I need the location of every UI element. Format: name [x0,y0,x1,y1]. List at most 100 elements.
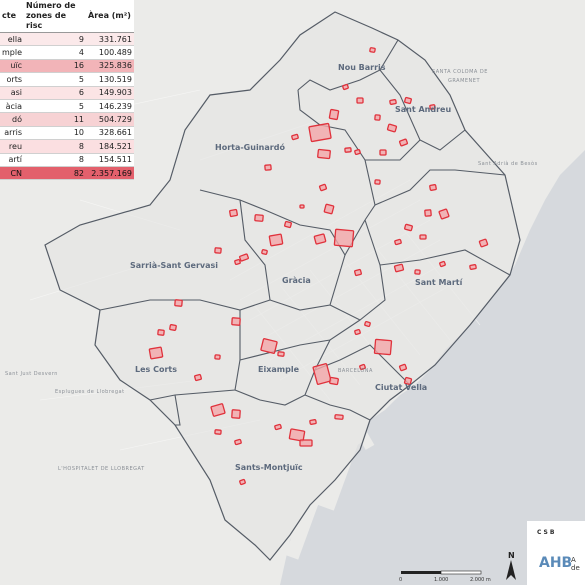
risk-zone [379,149,387,156]
risk-zone [268,233,284,247]
cell-district: àcia [0,99,25,114]
risk-zone [214,354,221,360]
risk-zone [404,223,413,232]
risk-zone [169,324,177,331]
cell-area: 184.521 [86,139,134,154]
district-label-gracia: Gràcia [282,276,311,285]
cell-area: 331.761 [86,32,134,47]
table-row: mple 4 100.489 [0,45,134,60]
district-label-ciutat-vella: Ciutat Vella [375,383,427,392]
district-label-sant-marti: Sant Martí [415,278,464,287]
risk-zone [404,96,412,105]
place-label-santa-coloma: SANTA COLOMA DE [432,69,488,75]
north-arrow-icon: N [506,551,516,580]
total-zones: 82 [24,166,87,181]
place-label-barcelona: BARCELONA [338,368,373,374]
cell-district: artí [0,153,25,167]
city-boundary [44,11,521,561]
cell-area: 328.661 [86,126,134,141]
cell-area: 130.519 [86,72,134,87]
risk-zone [398,138,409,147]
risk-zone [239,253,249,262]
risk-zone [429,104,436,110]
place-label-sant-just: Sant Just Desvern [5,371,58,377]
risk-zone [369,47,376,53]
risk-zone [274,423,282,431]
risk-zone [364,320,371,328]
csb-ahb-logo: CSB AHB A de [527,521,585,585]
cell-area: 504.729 [86,112,134,127]
risk-zone [239,478,246,486]
risk-zone [354,148,361,156]
risk-zone [439,260,446,268]
risk-zone [234,438,242,446]
logo-mark: AHB [539,555,573,571]
place-label-hospitalet: L'HOSPITALET DE LLOBREGAT [58,466,145,472]
risk-zone [403,376,413,386]
scale-tick-0: 0 [399,577,402,583]
cell-zones: 16 [24,59,87,74]
logo-line-2: de [571,564,580,572]
cell-district: uïc [0,59,25,74]
risk-zone [469,264,477,270]
risk-zone [312,363,332,385]
district-label-les-corts: Les Corts [135,365,177,374]
risk-zone [393,263,405,273]
risk-zone [354,328,361,336]
cell-zones: 9 [24,32,87,47]
scale-bar: 0 1.000 2.000 m [399,570,491,583]
risk-zone [328,108,340,121]
table-body: ella 9 331.761 mple 4 100.489 uïc 16 325.836 orts… [0,32,134,181]
cell-district: ella [0,32,25,47]
risk-zone [359,363,366,371]
risk-zone [299,439,313,447]
cell-district: mple [0,45,25,60]
risk-zones-layer [148,47,489,486]
cell-zones: 5 [24,72,87,87]
cell-zones: 11 [24,112,87,127]
cell-district: reu [0,139,25,154]
district-label-sant-andreu: Sant Andreu [395,105,451,114]
table-row: uïc 16 325.836 [0,59,134,74]
risk-zone [429,184,437,191]
risk-zone [323,203,335,215]
table-row: dó 11 504.729 [0,112,134,127]
risk-zone [234,258,241,266]
place-label-esplugues: Esplugues de Llobregat [55,389,125,395]
risk-zone [354,268,362,277]
risk-zone [291,133,299,141]
table-row: orts 5 130.519 [0,72,134,87]
risk-zone [174,299,183,307]
header-area: Àrea (m²) [86,0,134,33]
risk-zone [414,269,421,275]
risk-zone [419,234,427,240]
risk-zone [214,247,222,254]
cell-district: asi [0,86,25,100]
risk-zone [344,147,352,153]
risk-zone [148,346,164,360]
table-header-row: cte Número de zones de risc Àrea (m²) [0,0,134,33]
table-row: àcia 5 146.239 [0,99,134,114]
risk-zone [309,419,317,425]
scale-tick-1: 1.000 [434,577,448,583]
header-zones: Número de zones de risc [24,0,87,33]
cell-district: arris [0,126,25,141]
risk-zone [342,83,349,91]
risk-zone [308,122,332,143]
risk-zone [438,208,450,220]
risk-zone [277,351,285,357]
table-row: reu 8 184.521 [0,139,134,154]
risk-zone [214,429,222,435]
risk-zone [333,228,355,248]
risk-zone [229,208,238,218]
cell-zones: 4 [24,45,87,60]
risk-zone [264,164,272,171]
risk-zone [318,183,328,192]
place-label-sant-adria: Sant Adrià de Besòs [478,160,538,167]
risk-zone [288,428,306,442]
logo-abbr: CSB [537,529,557,536]
district-label-nou-barris: Nou Barris [338,63,386,72]
district-label-sarria-sant-gervasi: Sarrià-Sant Gervasi [130,261,218,270]
logo-line-1: A [571,556,576,564]
